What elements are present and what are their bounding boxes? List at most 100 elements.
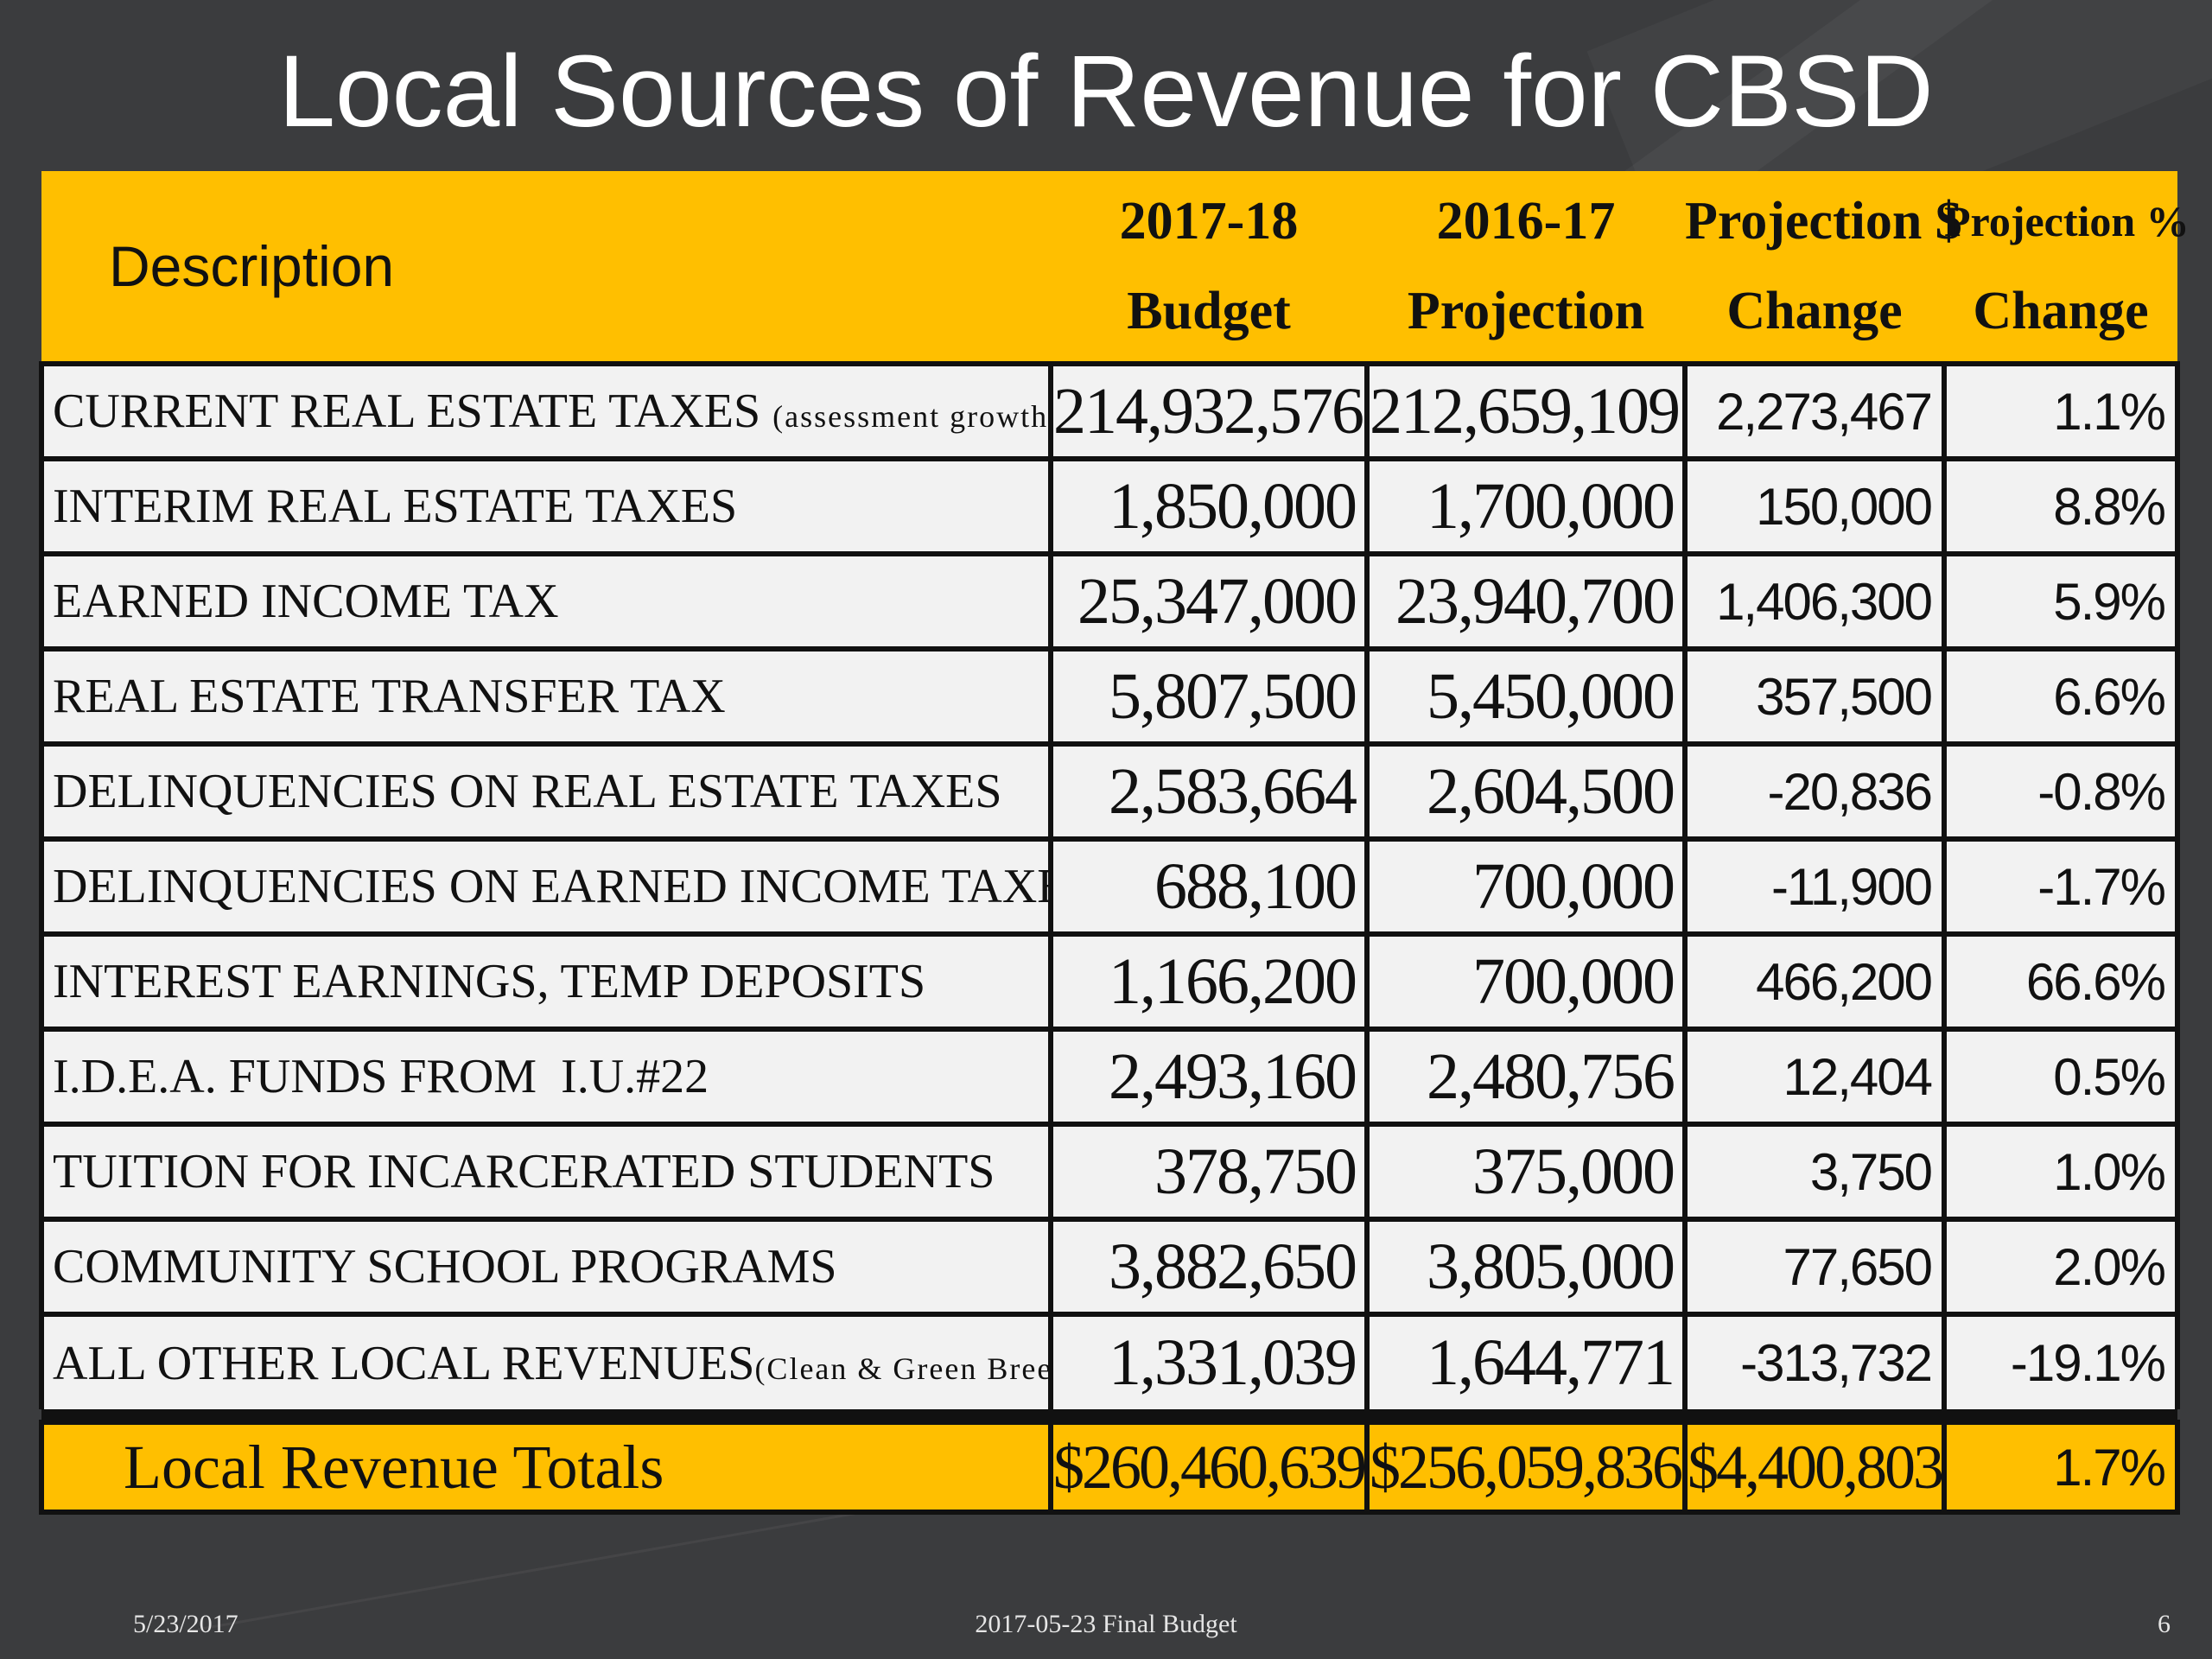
column-header-budget-line2: Budget [1127,282,1291,340]
row-change: 357,500 [1682,646,1947,744]
footer-date: 5/23/2017 [133,1610,238,1638]
row-change: 466,200 [1682,931,1947,1029]
row-budget: 1,850,000 [1048,456,1370,554]
row-description-cell: INTEREST EARNINGS, TEMP DEPOSITS [39,931,1053,1029]
column-header-projection: 2016-17 Projection [1367,171,1685,364]
row-change-percent: -19.1% [1942,1312,2180,1409]
row-budget: 378,750 [1048,1122,1370,1219]
row-change-percent: 66.6% [1942,931,2180,1029]
row-projection: 2,480,756 [1364,1027,1688,1124]
table-row: COMMUNITY SCHOOL PROGRAMS 3,882,650 3,80… [39,1217,2180,1314]
row-change-percent: -0.8% [1942,741,2180,839]
row-change: -20,836 [1682,741,1947,839]
table-row: CURRENT REAL ESTATE TAXES (assessment gr… [39,361,2180,459]
row-description: EARNED INCOME TAX [53,575,559,628]
table-row: TUITION FOR INCARCERATED STUDENTS 378,75… [39,1122,2180,1219]
column-header-description: Description [41,171,1051,364]
row-projection: 1,700,000 [1364,456,1688,554]
row-description: DELINQUENCIES ON REAL ESTATE TAXES [53,765,1002,818]
row-change: 12,404 [1682,1027,1947,1124]
table-row: INTEREST EARNINGS, TEMP DEPOSITS 1,166,2… [39,931,2180,1029]
revenue-table-container: Description 2017-18 Budget 2016-17 Proje… [39,171,2190,1583]
row-projection: 5,450,000 [1364,646,1688,744]
row-description: TUITION FOR INCARCERATED STUDENTS [53,1145,995,1198]
table-row: INTERIM REAL ESTATE TAXES 1,850,000 1,70… [39,456,2180,554]
row-projection: 23,940,700 [1364,551,1688,649]
row-description-note: (Clean & Green Breeches) [754,1351,1051,1386]
footer-title: 2017-05-23 Final Budget [975,1610,1237,1638]
row-description: DELINQUENCIES ON EARNED INCOME TAXES [53,860,1051,913]
row-description-cell: REAL ESTATE TRANSFER TAX [39,646,1053,744]
table-row: I.D.E.A. FUNDS FROM I.U.#22 2,493,160 2,… [39,1027,2180,1124]
table-divider [41,1409,2177,1422]
row-description-cell: CURRENT REAL ESTATE TAXES (assessment gr… [39,361,1053,459]
row-budget: 688,100 [1048,836,1370,934]
row-description-note: (assessment growth) [772,399,1051,434]
row-change: -11,900 [1682,836,1947,934]
row-budget: 2,493,160 [1048,1027,1370,1124]
column-header-budget-line1: 2017-18 [1119,192,1299,251]
totals-projection: $256,059,836 [1364,1420,1688,1515]
column-header-budget: 2017-18 Budget [1051,171,1367,364]
table-row: ALL OTHER LOCAL REVENUES(Clean & Green B… [39,1312,2180,1409]
row-description-cell: EARNED INCOME TAX [39,551,1053,649]
column-header-change-percent-line2: Change [1973,282,2149,340]
table-row: EARNED INCOME TAX 25,347,000 23,940,700 … [39,551,2180,649]
table-row: DELINQUENCIES ON REAL ESTATE TAXES 2,583… [39,741,2180,839]
row-change: 2,273,467 [1682,361,1947,459]
row-description-cell: TUITION FOR INCARCERATED STUDENTS [39,1122,1053,1219]
row-projection: 2,604,500 [1364,741,1688,839]
table-row: DELINQUENCIES ON EARNED INCOME TAXES 688… [39,836,2180,934]
row-description-cell: DELINQUENCIES ON EARNED INCOME TAXES [39,836,1053,934]
page-number: 6 [2158,1610,2171,1638]
row-change-percent: 2.0% [1942,1217,2180,1314]
column-header-projection-line2: Projection [1407,282,1645,340]
table-row: REAL ESTATE TRANSFER TAX 5,807,500 5,450… [39,646,2180,744]
row-budget: 5,807,500 [1048,646,1370,744]
column-header-change-dollar: Projection $ Change [1685,171,1962,364]
row-description: COMMUNITY SCHOOL PROGRAMS [53,1240,837,1294]
row-description-cell: DELINQUENCIES ON REAL ESTATE TAXES [39,741,1053,839]
slide-title: Local Sources of Revenue for CBSD [278,35,1934,149]
row-description-cell: ALL OTHER LOCAL REVENUES(Clean & Green B… [39,1312,1053,1409]
row-change-percent: 1.0% [1942,1122,2180,1219]
row-projection: 212,659,109 [1364,361,1688,459]
totals-change-percent: 1.7% [1942,1420,2180,1515]
revenue-table: Description 2017-18 Budget 2016-17 Proje… [39,171,2190,1515]
row-description: CURRENT REAL ESTATE TAXES [53,385,761,438]
table-header-row: Description 2017-18 Budget 2016-17 Proje… [41,171,2190,364]
row-change: 3,750 [1682,1122,1947,1219]
row-change: -313,732 [1682,1312,1947,1409]
row-budget: 214,932,576 [1048,361,1370,459]
totals-row: Local Revenue Totals $260,460,639 $256,0… [39,1420,2180,1515]
row-budget: 2,583,664 [1048,741,1370,839]
row-budget: 1,331,039 [1048,1312,1370,1409]
column-header-change-percent-line1: Projection % [1944,197,2190,245]
row-description: INTERIM REAL ESTATE TAXES [53,480,738,533]
row-change-percent: 1.1% [1942,361,2180,459]
column-header-change-percent: Projection % Change [1944,171,2190,364]
row-description: REAL ESTATE TRANSFER TAX [53,670,726,723]
row-projection: 3,805,000 [1364,1217,1688,1314]
row-change: 150,000 [1682,456,1947,554]
row-projection: 700,000 [1364,836,1688,934]
row-budget: 25,347,000 [1048,551,1370,649]
row-change-percent: 6.6% [1942,646,2180,744]
column-header-change-dollar-line2: Change [1726,282,1903,340]
row-description: ALL OTHER LOCAL REVENUES [53,1336,755,1390]
row-budget: 1,166,200 [1048,931,1370,1029]
row-budget: 3,882,650 [1048,1217,1370,1314]
row-projection: 375,000 [1364,1122,1688,1219]
row-change-percent: 0.5% [1942,1027,2180,1124]
row-description-cell: INTERIM REAL ESTATE TAXES [39,456,1053,554]
divider-cell [41,1409,2177,1422]
column-header-change-dollar-line1: Projection $ [1685,192,1962,251]
totals-label: Local Revenue Totals [39,1420,1053,1515]
row-projection: 1,644,771 [1364,1312,1688,1409]
row-change-percent: -1.7% [1942,836,2180,934]
row-description: I.D.E.A. FUNDS FROM I.U.#22 [53,1050,709,1103]
row-change: 77,650 [1682,1217,1947,1314]
row-change-percent: 5.9% [1942,551,2180,649]
row-change-percent: 8.8% [1942,456,2180,554]
